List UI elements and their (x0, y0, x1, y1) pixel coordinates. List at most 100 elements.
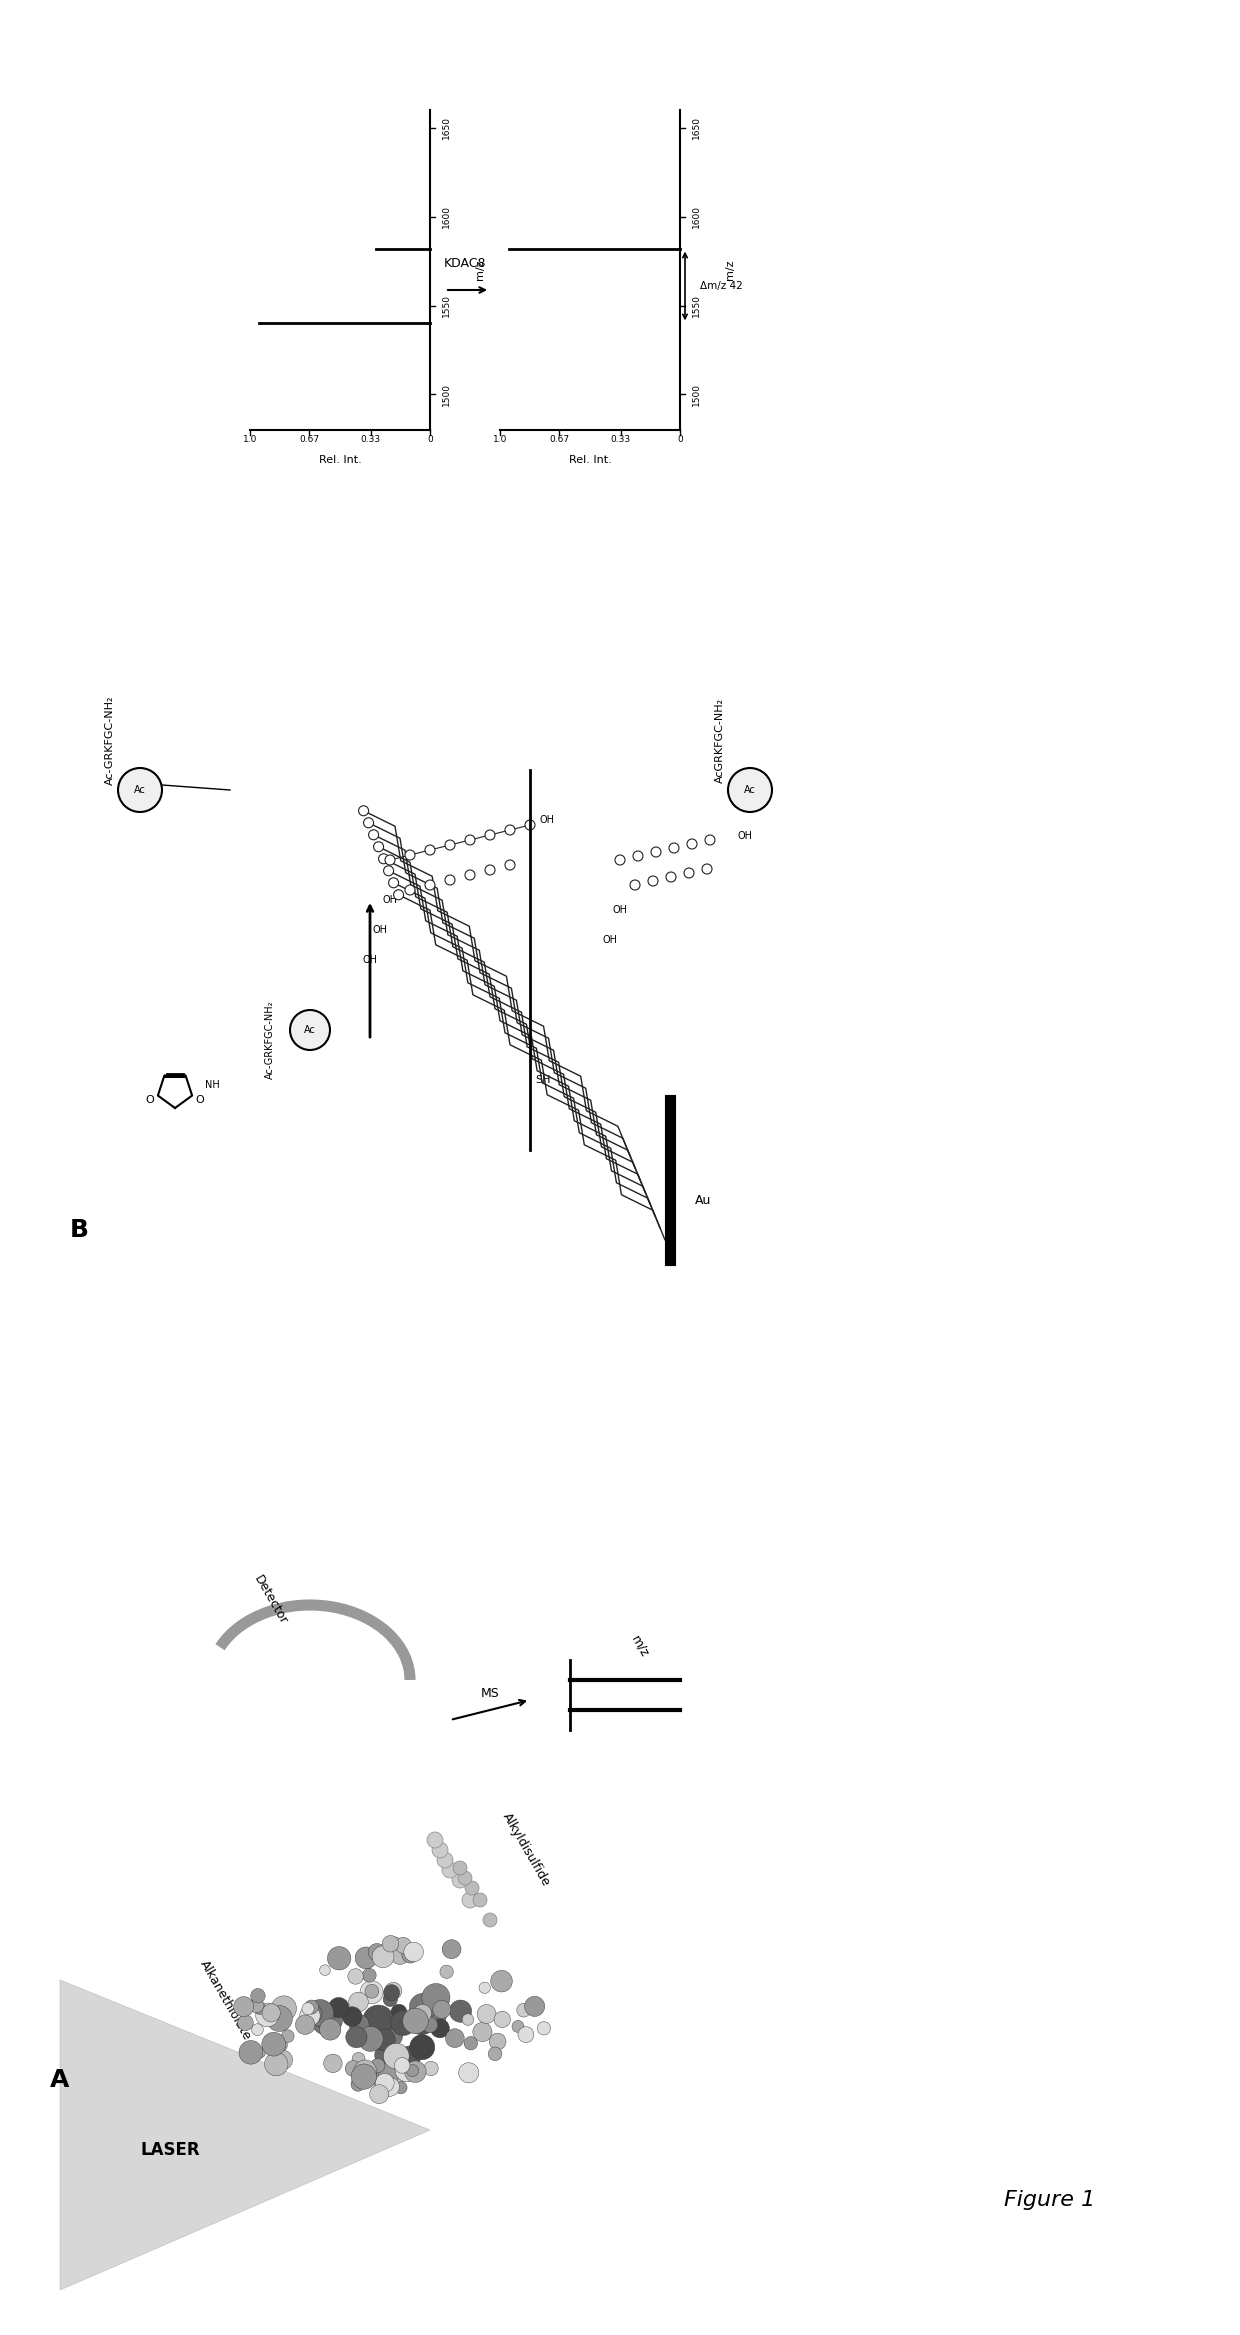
Circle shape (422, 1982, 450, 2013)
Circle shape (368, 1943, 386, 1961)
Circle shape (370, 2085, 388, 2104)
Text: Figure 1: Figure 1 (1004, 2190, 1096, 2209)
Circle shape (518, 2027, 534, 2043)
Circle shape (649, 876, 658, 885)
Text: 0.33: 0.33 (610, 434, 631, 444)
Circle shape (278, 2059, 289, 2069)
Circle shape (254, 2048, 265, 2057)
Text: OH: OH (382, 894, 398, 906)
Text: Alkyldisulfide: Alkyldisulfide (500, 1812, 553, 1889)
Text: OH: OH (613, 906, 627, 915)
Text: 1500: 1500 (692, 383, 701, 406)
Circle shape (268, 2043, 278, 2055)
Circle shape (391, 1945, 409, 1964)
Circle shape (615, 855, 625, 864)
Text: 0.67: 0.67 (299, 434, 320, 444)
Circle shape (327, 1947, 351, 1971)
Circle shape (348, 1968, 363, 1985)
Text: Detector: Detector (250, 1574, 289, 1627)
Circle shape (233, 1996, 254, 2017)
Circle shape (383, 1985, 399, 2001)
Circle shape (371, 2059, 384, 2073)
Text: 0: 0 (427, 434, 433, 444)
Circle shape (702, 864, 712, 873)
Circle shape (275, 2038, 288, 2050)
Circle shape (368, 829, 378, 841)
Circle shape (290, 1011, 330, 1051)
Circle shape (238, 2015, 253, 2031)
Circle shape (320, 2020, 341, 2041)
Circle shape (376, 2073, 394, 2092)
Circle shape (491, 1971, 512, 1992)
Circle shape (118, 768, 162, 813)
Circle shape (252, 2024, 263, 2036)
Circle shape (459, 2062, 479, 2083)
Circle shape (414, 2003, 432, 2022)
Text: 1650: 1650 (692, 117, 701, 140)
Circle shape (445, 2029, 464, 2048)
Circle shape (351, 2078, 365, 2092)
Circle shape (239, 2041, 263, 2064)
Circle shape (405, 885, 415, 894)
Circle shape (355, 1947, 377, 1968)
Circle shape (388, 878, 398, 887)
Circle shape (255, 2003, 279, 2027)
Circle shape (376, 2022, 403, 2048)
Circle shape (365, 1985, 379, 1999)
Text: 1650: 1650 (441, 117, 451, 140)
Circle shape (651, 848, 661, 857)
Circle shape (352, 2052, 365, 2066)
Circle shape (418, 2003, 440, 2027)
Text: AcGRKFGC-NH₂: AcGRKFGC-NH₂ (715, 698, 725, 782)
Circle shape (314, 2013, 330, 2027)
Circle shape (374, 2071, 399, 2097)
Circle shape (358, 806, 368, 815)
Text: LASER: LASER (140, 2141, 200, 2160)
Circle shape (632, 850, 644, 862)
Circle shape (405, 850, 415, 859)
Text: m/z: m/z (475, 259, 485, 280)
Text: 1600: 1600 (441, 205, 451, 229)
Circle shape (295, 2015, 315, 2034)
Text: Rel. Int.: Rel. Int. (569, 455, 611, 465)
Circle shape (362, 2006, 394, 2036)
Text: OH: OH (738, 831, 753, 841)
Circle shape (465, 836, 475, 845)
Circle shape (301, 2003, 314, 2015)
Text: m/z: m/z (725, 259, 735, 280)
Circle shape (436, 1852, 453, 1868)
Circle shape (262, 2031, 285, 2057)
Text: Ac: Ac (744, 785, 756, 794)
Circle shape (386, 2066, 405, 2085)
Circle shape (484, 1912, 497, 1926)
Text: Alkanethiolate: Alkanethiolate (197, 1957, 253, 2043)
Circle shape (383, 1992, 398, 2006)
Circle shape (403, 2013, 419, 2027)
Text: 0.67: 0.67 (549, 434, 569, 444)
Circle shape (464, 2036, 477, 2050)
Circle shape (383, 2043, 409, 2069)
Text: O: O (145, 1095, 154, 1104)
Circle shape (396, 1938, 412, 1954)
Text: OH: OH (372, 925, 387, 934)
Circle shape (423, 2006, 446, 2027)
Circle shape (630, 880, 640, 890)
Circle shape (494, 2010, 511, 2027)
Circle shape (517, 2003, 531, 2017)
Circle shape (363, 817, 373, 829)
Circle shape (407, 2064, 419, 2076)
Circle shape (377, 2015, 392, 2029)
Circle shape (394, 2057, 410, 2073)
Circle shape (272, 1996, 296, 2020)
Circle shape (706, 836, 715, 845)
Text: Ac-GRKFGC-NH₂: Ac-GRKFGC-NH₂ (105, 696, 115, 785)
Circle shape (485, 864, 495, 876)
Circle shape (485, 829, 495, 841)
Circle shape (345, 2059, 361, 2076)
Circle shape (443, 1940, 461, 1959)
Circle shape (409, 1994, 436, 2020)
Circle shape (373, 2029, 396, 2050)
Circle shape (374, 2045, 396, 2066)
Circle shape (407, 2003, 436, 2034)
Circle shape (396, 2057, 419, 2083)
